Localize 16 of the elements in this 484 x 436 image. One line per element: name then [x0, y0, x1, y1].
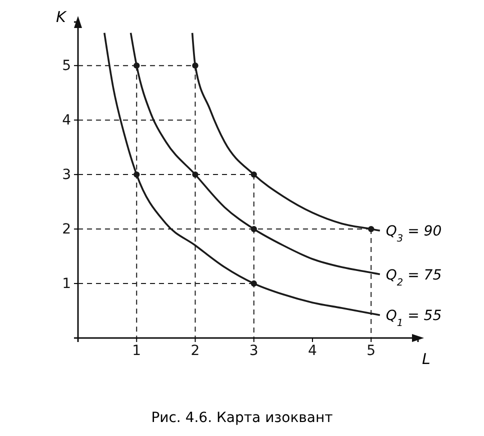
text: Рис. 4.6. Карта изоквант — [151, 410, 333, 426]
y-tick-label: 1 — [62, 276, 71, 292]
series-label: Q$_{2}$ = 75 — [386, 267, 442, 288]
series-label: Q$_{1}$ = 55 — [386, 308, 442, 329]
x-tick-label: 3 — [249, 342, 258, 359]
y-tick-label: 4 — [62, 112, 72, 129]
y-axis-title: K — [56, 8, 67, 26]
y-tick-label: 5 — [62, 58, 71, 74]
x-tick-label: 2 — [190, 342, 200, 359]
y-tick-label: 2 — [62, 222, 71, 238]
series-label: Q$_{3}$ = 90 — [386, 224, 442, 244]
x-tick-label: 5 — [366, 342, 376, 359]
x-axis-title: L — [422, 350, 430, 368]
x-tick-label: 1 — [132, 342, 142, 359]
y-tick-label: 3 — [62, 167, 71, 184]
x-tick-label: 4 — [308, 342, 318, 359]
